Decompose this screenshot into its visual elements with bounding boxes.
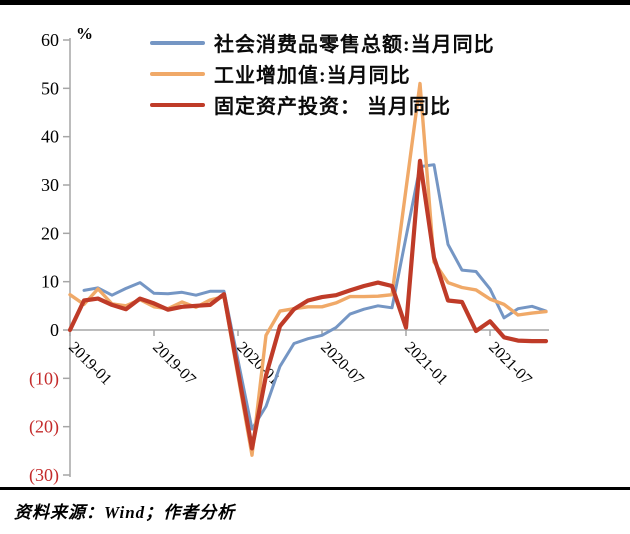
y-tick-label: 10 — [41, 272, 59, 292]
footer-divider — [0, 487, 630, 490]
series-line-fai — [67, 158, 549, 451]
y-tick-label: (20) — [29, 417, 59, 438]
y-tick-label: 20 — [41, 223, 59, 243]
y-axis-unit-label: % — [76, 24, 93, 43]
legend-item-retail: 社会消费品零售总额:当月同比 — [150, 27, 495, 58]
series-line-retail — [82, 163, 548, 431]
legend-item-industrial: 工业增加值:当月同比 — [150, 58, 495, 89]
legend-item-fai: 固定资产投资： 当月同比 — [150, 89, 495, 120]
series-line-industrial — [68, 81, 548, 457]
legend: 社会消费品零售总额:当月同比 工业增加值:当月同比 固定资产投资： 当月同比 — [150, 27, 495, 120]
legend-label-retail: 社会消费品零售总额:当月同比 — [214, 34, 495, 56]
legend-label-fai: 固定资产投资： 当月同比 — [214, 96, 451, 118]
top-border — [0, 0, 630, 5]
source-text: 资料来源：Wind；作者分析 — [14, 503, 236, 522]
legend-swatch-industrial-line-icon — [150, 71, 205, 76]
y-tick-label: 0 — [50, 320, 59, 340]
x-tick-label: 2021-01 — [401, 339, 451, 389]
x-tick-label: 2019-01 — [65, 339, 115, 389]
x-tick-label: 2019-07 — [149, 339, 199, 389]
x-tick-label: 2020-07 — [317, 339, 367, 389]
legend-swatch-fai-line-icon — [150, 102, 205, 107]
y-tick-label: 50 — [41, 78, 59, 98]
y-tick-label: (30) — [29, 465, 59, 486]
y-tick-label: (10) — [29, 368, 59, 389]
y-tick-label: 30 — [41, 175, 59, 195]
x-tick-label: 2021-07 — [485, 339, 535, 389]
legend-swatch-retail-line-icon — [150, 40, 205, 45]
y-tick-label: 60 — [41, 30, 59, 50]
legend-label-industrial: 工业增加值:当月同比 — [214, 65, 411, 87]
y-tick-label: 40 — [41, 127, 59, 147]
chart-canvas: 60 50 40 30 20 10 0 (10) (20) (30) 2019-01 2019-07 2… — [29, 30, 549, 486]
